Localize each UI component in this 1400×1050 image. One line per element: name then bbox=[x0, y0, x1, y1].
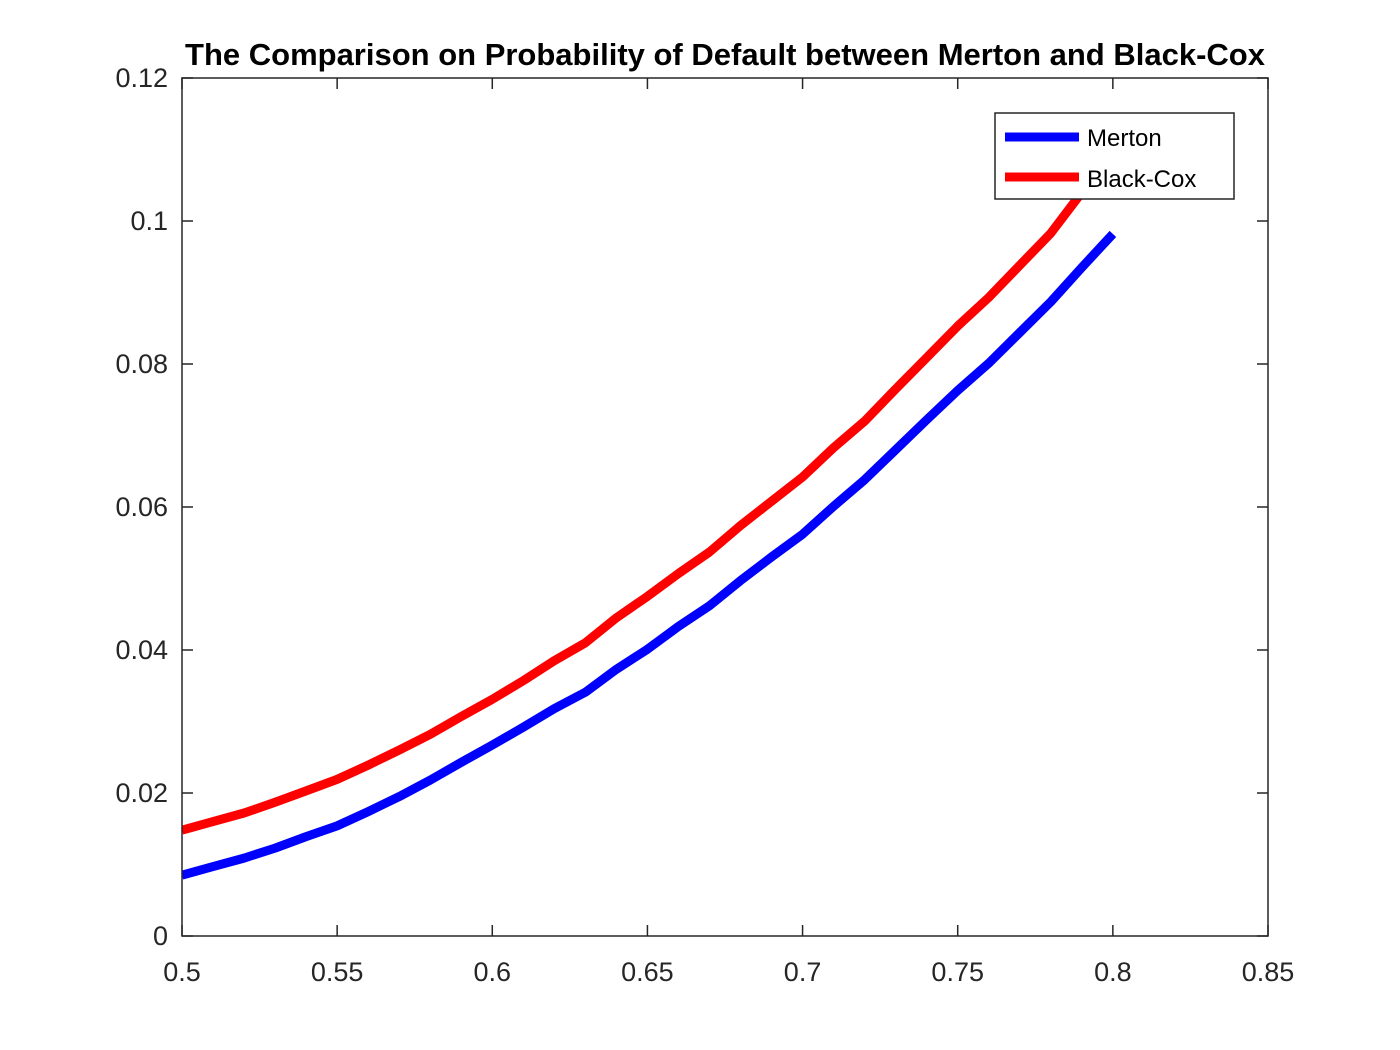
legend-label-black-cox: Black-Cox bbox=[1087, 166, 1196, 193]
series-layer bbox=[182, 146, 1117, 880]
legend-label-merton: Merton bbox=[1087, 125, 1162, 152]
legend: Merton Black-Cox bbox=[994, 112, 1235, 200]
x-tick-label: 0.85 bbox=[1242, 957, 1295, 987]
y-tick-label: 0.08 bbox=[115, 349, 168, 379]
y-tick-label: 0.06 bbox=[115, 492, 168, 522]
y-axis: 0 0.02 0.04 0.06 0.08 0.1 0.12 bbox=[115, 63, 1268, 951]
plot-area bbox=[182, 78, 1268, 936]
chart-title: The Comparison on Probability of Default… bbox=[185, 37, 1266, 72]
y-tick-label: 0.12 bbox=[115, 63, 168, 93]
y-tick-label: 0.04 bbox=[115, 635, 168, 665]
y-tick-label: 0 bbox=[153, 921, 168, 951]
x-tick-label: 0.8 bbox=[1094, 957, 1132, 987]
series-line-merton bbox=[182, 230, 1117, 880]
x-tick-label: 0.5 bbox=[163, 957, 201, 987]
x-tick-label: 0.65 bbox=[621, 957, 674, 987]
y-tick-label: 0.02 bbox=[115, 778, 168, 808]
x-tick-label: 0.7 bbox=[784, 957, 822, 987]
x-tick-label: 0.55 bbox=[311, 957, 364, 987]
x-tick-label: 0.75 bbox=[931, 957, 984, 987]
legend-box bbox=[994, 112, 1235, 200]
y-tick-label: 0.1 bbox=[130, 206, 168, 236]
x-tick-label: 0.6 bbox=[474, 957, 512, 987]
x-axis: 0.5 0.55 0.6 0.65 0.7 0.75 0.8 0.85 bbox=[163, 78, 1294, 987]
series-line-black-cox bbox=[182, 146, 1117, 835]
